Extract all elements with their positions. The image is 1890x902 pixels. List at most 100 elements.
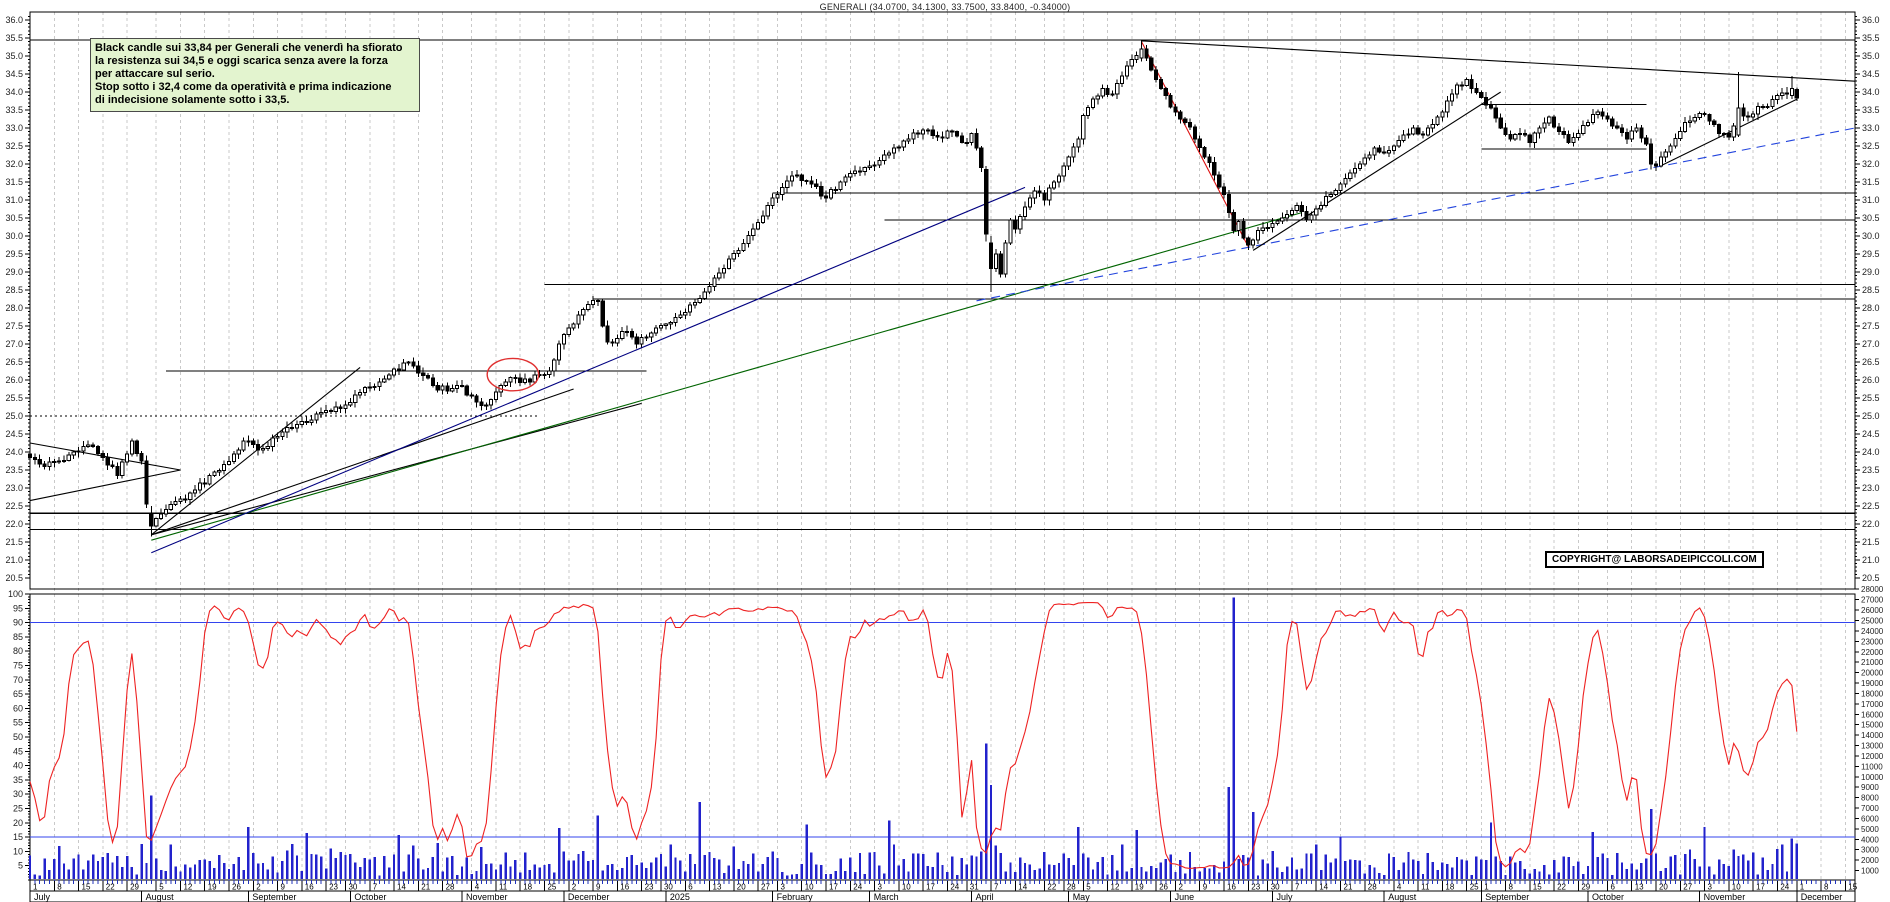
svg-text:35.0: 35.0 xyxy=(5,51,23,61)
svg-text:October: October xyxy=(354,892,386,902)
svg-text:35.0: 35.0 xyxy=(1862,51,1880,61)
svg-text:22.5: 22.5 xyxy=(1862,501,1880,511)
svg-text:7: 7 xyxy=(994,883,999,892)
svg-text:20: 20 xyxy=(737,883,746,892)
svg-text:28.0: 28.0 xyxy=(5,303,23,313)
svg-text:31.5: 31.5 xyxy=(1862,177,1880,187)
svg-text:33.5: 33.5 xyxy=(1862,105,1880,115)
svg-text:16: 16 xyxy=(620,883,629,892)
svg-text:October: October xyxy=(1592,892,1624,902)
svg-text:32.5: 32.5 xyxy=(5,141,23,151)
svg-text:26: 26 xyxy=(1159,883,1168,892)
svg-text:19000: 19000 xyxy=(1861,679,1884,688)
svg-text:April: April xyxy=(976,892,994,902)
svg-text:18000: 18000 xyxy=(1861,689,1884,698)
svg-text:22: 22 xyxy=(1557,883,1566,892)
svg-text:2: 2 xyxy=(572,883,577,892)
svg-text:26: 26 xyxy=(232,883,241,892)
svg-text:95: 95 xyxy=(13,603,23,613)
svg-text:24: 24 xyxy=(853,883,862,892)
svg-text:34.5: 34.5 xyxy=(5,69,23,79)
svg-text:35: 35 xyxy=(13,775,23,785)
svg-text:29.5: 29.5 xyxy=(5,249,23,259)
date-axis: 1 8 15 22 29 5 12 19 26 2 9 16 23 30 7 14 21 28 4 11 18 25 2 9 1… xyxy=(29,879,1858,902)
svg-text:8: 8 xyxy=(57,883,62,892)
svg-text:16: 16 xyxy=(305,883,314,892)
svg-text:21.0: 21.0 xyxy=(1862,555,1880,565)
svg-text:31.0: 31.0 xyxy=(5,195,23,205)
note-line: di indecisione solamente sotto i 33,5. xyxy=(95,94,290,106)
svg-text:24000: 24000 xyxy=(1861,627,1884,636)
trend-lines xyxy=(29,39,1856,554)
svg-text:21000: 21000 xyxy=(1861,658,1884,667)
svg-text:30: 30 xyxy=(13,789,23,799)
volume-bars xyxy=(28,597,1798,879)
svg-text:25: 25 xyxy=(1470,883,1479,892)
svg-text:35.5: 35.5 xyxy=(5,33,23,43)
svg-text:2000: 2000 xyxy=(1861,856,1879,865)
svg-text:15: 15 xyxy=(82,883,91,892)
svg-text:25.5: 25.5 xyxy=(5,393,23,403)
svg-text:34.0: 34.0 xyxy=(1862,87,1880,97)
svg-text:July: July xyxy=(1277,892,1294,902)
svg-text:75: 75 xyxy=(13,661,23,671)
svg-text:29: 29 xyxy=(1581,883,1590,892)
svg-text:28.5: 28.5 xyxy=(1862,285,1880,295)
svg-text:25.0: 25.0 xyxy=(5,411,23,421)
svg-text:90: 90 xyxy=(13,618,23,628)
oscillator-line xyxy=(29,602,1798,869)
copyright-badge: COPYRIGHT@ LABORSADEIPICCOLI.COM xyxy=(1545,551,1764,568)
svg-text:5000: 5000 xyxy=(1861,825,1879,834)
svg-text:7: 7 xyxy=(1295,883,1300,892)
svg-text:27.0: 27.0 xyxy=(5,339,23,349)
svg-text:November: November xyxy=(466,892,508,902)
svg-text:26.0: 26.0 xyxy=(1862,375,1880,385)
svg-text:September: September xyxy=(1485,892,1529,902)
svg-text:26000: 26000 xyxy=(1861,606,1884,615)
svg-text:19: 19 xyxy=(208,883,217,892)
svg-text:23.5: 23.5 xyxy=(1862,465,1880,475)
svg-text:3000: 3000 xyxy=(1861,846,1879,855)
svg-text:28.5: 28.5 xyxy=(5,285,23,295)
svg-text:80: 80 xyxy=(13,646,23,656)
svg-text:23: 23 xyxy=(645,883,654,892)
svg-text:31.0: 31.0 xyxy=(1862,195,1880,205)
svg-text:21.0: 21.0 xyxy=(5,555,23,565)
svg-text:28: 28 xyxy=(1368,883,1377,892)
svg-text:21: 21 xyxy=(421,883,430,892)
svg-text:55: 55 xyxy=(13,718,23,728)
svg-text:10: 10 xyxy=(902,883,911,892)
svg-text:13: 13 xyxy=(1635,883,1644,892)
svg-text:17: 17 xyxy=(926,883,935,892)
svg-text:11: 11 xyxy=(499,883,508,892)
svg-text:33.5: 33.5 xyxy=(5,105,23,115)
svg-text:18: 18 xyxy=(1445,883,1454,892)
svg-text:65: 65 xyxy=(13,689,23,699)
svg-text:30.0: 30.0 xyxy=(5,231,23,241)
svg-text:29.0: 29.0 xyxy=(1862,267,1880,277)
svg-text:March: March xyxy=(874,892,899,902)
svg-text:27: 27 xyxy=(1683,883,1692,892)
svg-text:50: 50 xyxy=(13,732,23,742)
svg-text:July: July xyxy=(34,892,51,902)
svg-text:2: 2 xyxy=(1178,883,1183,892)
svg-text:60: 60 xyxy=(13,703,23,713)
svg-text:32.0: 32.0 xyxy=(5,159,23,169)
svg-text:11000: 11000 xyxy=(1861,762,1883,771)
svg-text:1: 1 xyxy=(33,883,38,892)
svg-text:33.0: 33.0 xyxy=(5,123,23,133)
svg-text:30.0: 30.0 xyxy=(1862,231,1880,241)
svg-text:33.0: 33.0 xyxy=(1862,123,1880,133)
svg-text:29.5: 29.5 xyxy=(1862,249,1880,259)
svg-text:27.5: 27.5 xyxy=(5,321,23,331)
svg-text:21: 21 xyxy=(1344,883,1353,892)
svg-text:14: 14 xyxy=(397,883,406,892)
svg-text:30.5: 30.5 xyxy=(1862,213,1880,223)
svg-text:19: 19 xyxy=(1135,883,1144,892)
svg-text:25.5: 25.5 xyxy=(1862,393,1880,403)
svg-text:22.0: 22.0 xyxy=(5,519,23,529)
svg-text:21.5: 21.5 xyxy=(1862,537,1880,547)
svg-text:4000: 4000 xyxy=(1861,835,1879,844)
svg-text:13000: 13000 xyxy=(1861,742,1884,751)
